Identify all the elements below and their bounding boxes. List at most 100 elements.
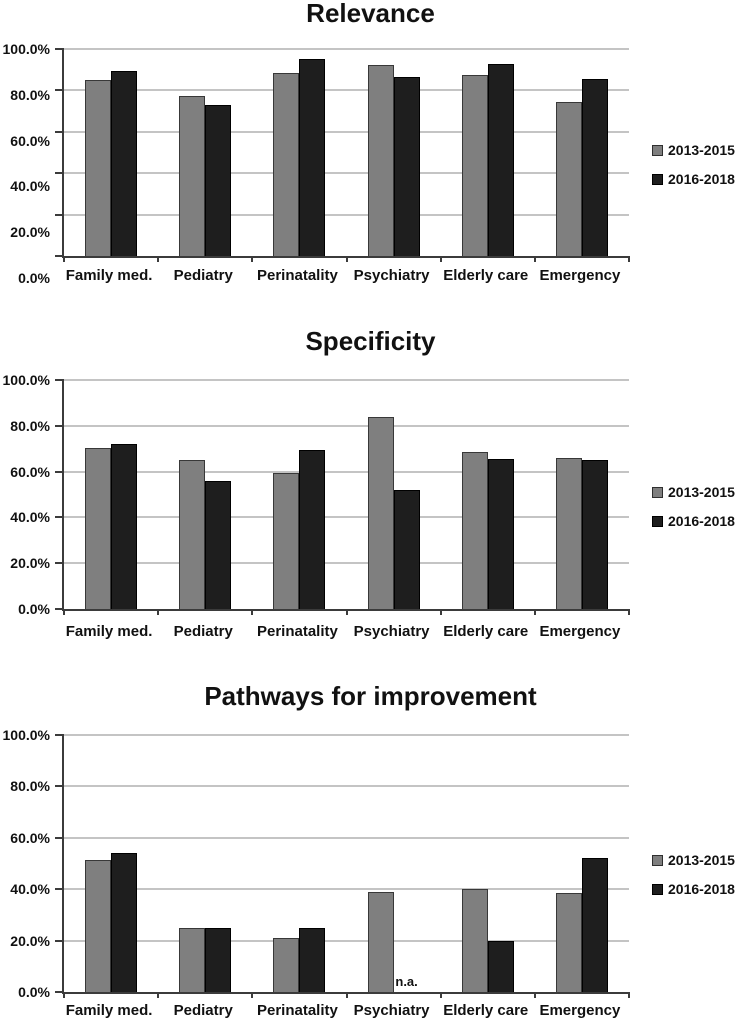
y-tick-label: 20.0%: [10, 555, 50, 572]
y-axis-labels: 100.0% 80.0% 60.0% 40.0% 20.0% 0.0%: [0, 41, 52, 286]
bar-2016-2018: [487, 63, 514, 256]
x-category-label: Family med.: [65, 1002, 153, 1019]
bar-2016-2018: [205, 104, 232, 256]
y-tick: [55, 516, 64, 519]
category-slot: [347, 380, 441, 609]
x-axis-labels: Family med. Pediatry Perinatality Psychiatr…: [62, 620, 627, 644]
bar-2013-2015: [179, 95, 206, 256]
legend: 2013-2015 2016-2018: [652, 484, 741, 529]
x-category-label: Family med.: [65, 623, 153, 640]
y-tick-label: 100.0%: [2, 727, 50, 743]
x-tick: [439, 609, 442, 615]
category-slot: [535, 735, 629, 992]
x-tick: [345, 256, 348, 262]
x-tick: [63, 609, 65, 615]
bar-2016-2018: [393, 76, 420, 256]
bar-2016-2018: [487, 940, 514, 992]
x-category-label: Psychiatry: [353, 1002, 430, 1019]
gridline: [64, 516, 629, 518]
x-tick: [533, 256, 536, 262]
bar-2016-2018: [581, 79, 608, 256]
category-slot: [158, 49, 252, 256]
bar-2013-2015: [85, 80, 112, 256]
legend-item: 2013-2015: [652, 142, 741, 158]
x-tick: [157, 256, 160, 262]
y-tick: [55, 785, 64, 788]
x-tick: [628, 256, 630, 262]
x-tick: [63, 992, 65, 998]
legend: 2013-2015 2016-2018: [652, 852, 741, 897]
bar-2016-2018: [393, 489, 420, 609]
x-category-label: Perinatality: [256, 1002, 338, 1019]
x-category-label: Psychiatry: [353, 623, 430, 640]
category-slot: [347, 49, 441, 256]
bar-2016-2018: [111, 70, 138, 256]
bar-2016-2018: [205, 480, 232, 609]
category-slot: [252, 735, 346, 992]
x-category-label: Elderly care: [443, 623, 529, 640]
x-tick: [251, 992, 254, 998]
y-tick-label: 40.0%: [10, 178, 50, 195]
x-category-label: Perinatality: [256, 623, 338, 640]
category-slot: [64, 735, 158, 992]
y-tick-label: 20.0%: [10, 224, 50, 241]
bar-2016-2018: [581, 460, 608, 609]
bar-2013-2015: [555, 101, 582, 256]
y-tick-label: 0.0%: [18, 984, 50, 1000]
gridline: [64, 425, 629, 427]
bar-2013-2015: [179, 460, 206, 609]
plot-area: [55, 379, 630, 615]
x-category-label: Emergency: [539, 1002, 621, 1019]
bar-2013-2015: [179, 927, 206, 992]
bar-2013-2015: [461, 452, 488, 609]
y-tick-label: 60.0%: [10, 463, 50, 480]
y-tick: [55, 89, 64, 92]
y-axis-labels: 100.0% 80.0% 60.0% 40.0% 20.0% 0.0%: [0, 727, 52, 1000]
bar-2013-2015: [273, 472, 300, 609]
y-tick: [55, 255, 64, 257]
category-slot: n.a.: [347, 735, 441, 992]
legend-swatch-gray: [652, 486, 663, 498]
gridline: [64, 214, 629, 216]
x-tick: [157, 609, 160, 615]
x-tick: [439, 256, 442, 262]
category-slot: [441, 49, 535, 256]
x-tick: [345, 609, 348, 615]
x-tick: [533, 992, 536, 998]
x-tick: [251, 256, 254, 262]
y-tick-label: 80.0%: [10, 417, 50, 434]
x-tick: [157, 992, 160, 998]
x-category-label: Psychiatry: [353, 267, 430, 284]
category-slot: [252, 49, 346, 256]
x-category-label: Pediatry: [173, 1002, 233, 1019]
x-category-label: Emergency: [539, 623, 621, 640]
y-tick-label: 40.0%: [10, 509, 50, 526]
category-slot: [441, 380, 535, 609]
y-tick: [55, 562, 64, 565]
bar-2013-2015: [273, 938, 300, 992]
bar-2016-2018: [581, 858, 608, 992]
bar-2013-2015: [85, 447, 112, 609]
gridline: [64, 940, 629, 942]
legend-item: 2013-2015: [652, 852, 741, 868]
legend-label: 2013-2015: [668, 142, 735, 158]
legend-swatch-black: [652, 173, 663, 185]
y-tick: [55, 608, 64, 610]
x-axis-labels: Family med. Pediatry Perinatality Psychiatr…: [62, 999, 627, 1023]
gridline: [64, 888, 629, 890]
y-tick-label: 80.0%: [10, 778, 50, 795]
legend-item: 2013-2015: [652, 484, 741, 500]
category-slot: [64, 380, 158, 609]
x-category-label: Emergency: [539, 267, 621, 284]
na-label: n.a.: [395, 974, 418, 989]
x-axis-labels: Family med. Pediatry Perinatality Psychiatr…: [62, 264, 627, 288]
gridline: [64, 562, 629, 564]
gridline: [64, 131, 629, 133]
bar-2013-2015: [367, 891, 394, 992]
plot-area: n.a.: [55, 734, 630, 998]
y-tick: [55, 836, 64, 839]
gridline: [64, 48, 629, 50]
